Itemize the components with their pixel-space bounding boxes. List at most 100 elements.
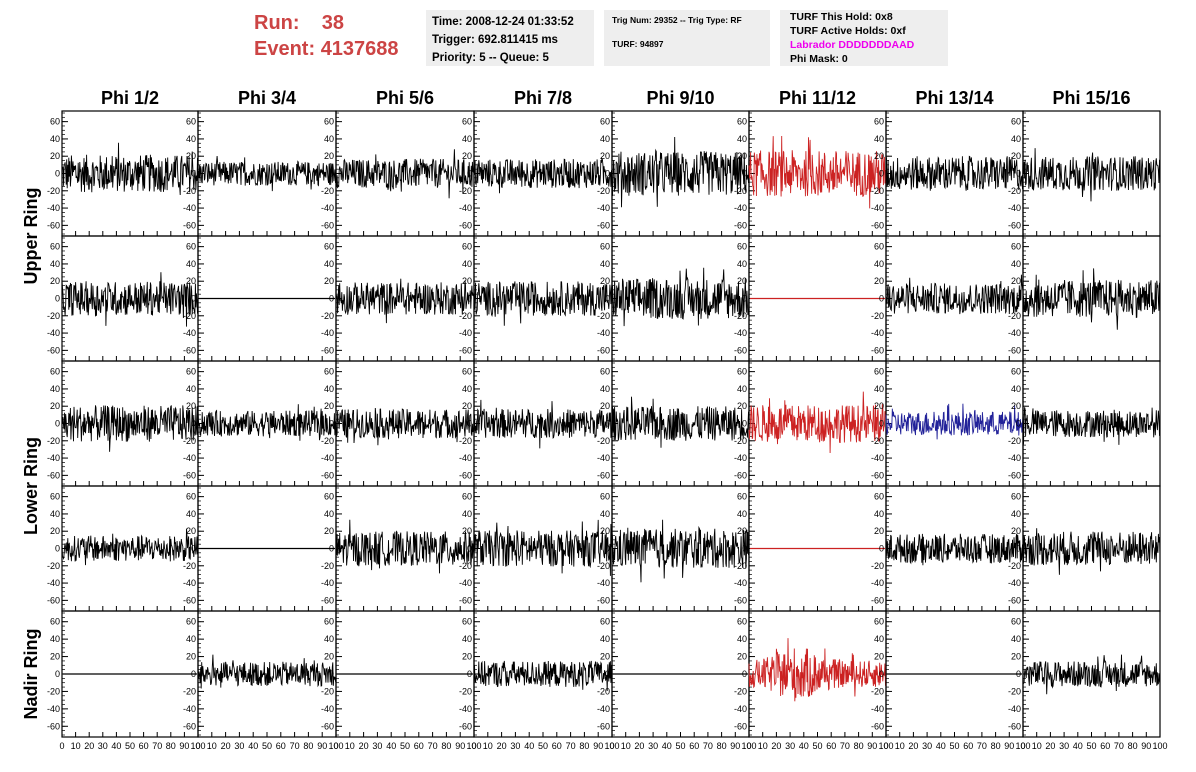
x-tick-label: 90: [179, 741, 189, 751]
y-tick-label: -60: [1008, 220, 1021, 230]
waveform-trace: [611, 396, 750, 448]
y-tick-label: 0: [467, 169, 472, 179]
x-tick-label: 40: [662, 741, 672, 751]
y-tick-label: 60: [50, 367, 60, 377]
y-tick-label: -40: [183, 453, 196, 463]
y-tick-label: -20: [183, 686, 196, 696]
x-tick-label: 10: [483, 741, 493, 751]
y-tick-label: 0: [55, 169, 60, 179]
y-tick-label: 60: [462, 117, 472, 127]
y-tick-label: 0: [879, 419, 884, 429]
y-tick-label: -20: [734, 686, 747, 696]
x-tick-label: 70: [566, 741, 576, 751]
y-tick-label: 40: [462, 509, 472, 519]
y-tick-label: -40: [1008, 203, 1021, 213]
y-tick-label: -40: [734, 328, 747, 338]
y-tick-label: 20: [50, 652, 60, 662]
y-tick-label: -40: [183, 203, 196, 213]
y-tick-label: 0: [742, 669, 747, 679]
y-tick-label: 0: [55, 669, 60, 679]
y-tick-label: -40: [597, 704, 610, 714]
turf-active-holds-text: TURF Active Holds: 0xf: [790, 25, 906, 37]
y-tick-label: 60: [186, 617, 196, 627]
y-tick-label: 0: [191, 294, 196, 304]
y-tick-label: 0: [1016, 419, 1021, 429]
waveform-trace: [885, 533, 1024, 566]
x-tick-label: 90: [455, 741, 465, 751]
y-tick-label: 0: [1016, 294, 1021, 304]
time-info-box: Time: 2008-12-24 01:33:52 Trigger: 692.8…: [426, 10, 594, 66]
y-tick-label: 60: [50, 617, 60, 627]
x-tick-label: 40: [799, 741, 809, 751]
x-tick-label: 80: [717, 741, 727, 751]
y-tick-label: -60: [47, 470, 60, 480]
waveform-trace: [197, 654, 337, 689]
x-tick-label: 20: [497, 741, 507, 751]
y-tick-label: -60: [1008, 595, 1021, 605]
y-tick-label: 60: [1011, 242, 1021, 252]
y-tick-label: 40: [600, 384, 610, 394]
x-tick-label: 70: [290, 741, 300, 751]
y-tick-label: 20: [1011, 276, 1021, 286]
y-tick-label: 60: [186, 367, 196, 377]
y-tick-label: 60: [737, 117, 747, 127]
x-tick-label: 10: [895, 741, 905, 751]
x-tick-label: 40: [936, 741, 946, 751]
y-tick-label: 40: [1011, 634, 1021, 644]
x-tick-label: 70: [152, 741, 162, 751]
y-tick-label: 40: [324, 384, 334, 394]
y-tick-label: 40: [50, 509, 60, 519]
y-tick-label: -20: [597, 186, 610, 196]
y-tick-label: -20: [871, 311, 884, 321]
x-tick-label: 40: [1073, 741, 1083, 751]
x-tick-label: 30: [785, 741, 795, 751]
y-tick-label: 20: [324, 652, 334, 662]
y-tick-label: 40: [737, 634, 747, 644]
y-tick-label: 0: [1016, 544, 1021, 554]
y-tick-label: -20: [1008, 186, 1021, 196]
x-tick-label: 100: [466, 741, 481, 751]
waveform-trace: [1022, 528, 1161, 575]
x-tick-label: 100: [741, 741, 756, 751]
y-tick-label: 0: [879, 544, 884, 554]
y-tick-label: -60: [459, 220, 472, 230]
y-tick-label: 40: [1011, 384, 1021, 394]
y-tick-label: 0: [879, 669, 884, 679]
y-tick-label: -40: [1008, 578, 1021, 588]
waveform-trace: [473, 519, 613, 576]
y-tick-label: -60: [734, 595, 747, 605]
y-tick-label: 20: [737, 652, 747, 662]
ring-label: Upper Ring: [21, 188, 41, 285]
x-tick-label: 100: [604, 741, 619, 751]
x-tick-label: 80: [579, 741, 589, 751]
x-tick-label: 0: [746, 741, 751, 751]
y-tick-label: -60: [183, 220, 196, 230]
y-tick-label: 40: [600, 634, 610, 644]
y-tick-label: 40: [1011, 134, 1021, 144]
y-tick-label: 40: [874, 134, 884, 144]
y-tick-label: 40: [186, 384, 196, 394]
y-tick-label: -20: [597, 686, 610, 696]
y-tick-label: -60: [597, 220, 610, 230]
y-tick-label: 20: [600, 652, 610, 662]
trig-num-text: Trig Num: 29352 -- Trig Type: RF: [612, 15, 742, 25]
y-tick-label: 20: [600, 276, 610, 286]
x-tick-label: 60: [689, 741, 699, 751]
x-tick-label: 0: [333, 741, 338, 751]
y-tick-label: 20: [462, 276, 472, 286]
y-tick-label: 20: [324, 526, 334, 536]
waveform-trace: [61, 528, 199, 566]
x-tick-label: 60: [276, 741, 286, 751]
x-tick-label: 50: [400, 741, 410, 751]
y-tick-label: 40: [737, 384, 747, 394]
y-tick-label: -40: [459, 328, 472, 338]
y-tick-label: 40: [186, 509, 196, 519]
y-tick-label: -60: [459, 721, 472, 731]
turf-text: TURF: 94897: [612, 39, 664, 49]
x-tick-label: 80: [1128, 741, 1138, 751]
y-tick-label: 40: [874, 384, 884, 394]
x-tick-label: 70: [840, 741, 850, 751]
y-tick-label: 40: [50, 384, 60, 394]
x-tick-label: 90: [593, 741, 603, 751]
y-tick-label: 20: [186, 401, 196, 411]
